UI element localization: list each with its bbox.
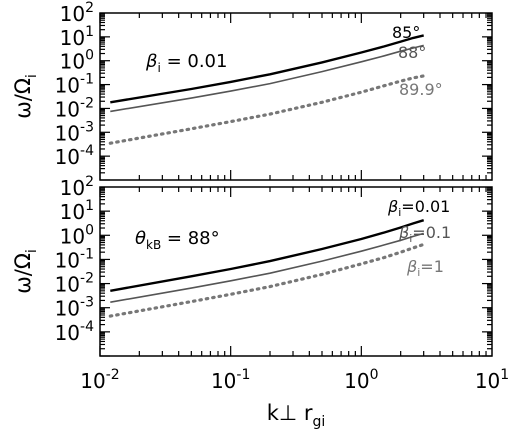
y-tick-label: 10-4: [55, 319, 95, 345]
y-tick-label: 10-3: [55, 119, 94, 145]
panel-annotation: θkB = 88°: [135, 228, 220, 252]
y-tick-label: 102: [60, 174, 94, 200]
series-line-3: [108, 74, 426, 145]
y-tick-label: 100: [60, 48, 94, 74]
series-label-2: βi=0.1: [398, 223, 451, 245]
series-line-2: [110, 44, 424, 113]
series-label-2: 88°: [398, 43, 426, 62]
y-tick-label: 10-3: [55, 295, 94, 321]
series-label-3: 89.9°: [399, 80, 443, 99]
y-tick-label: 10-4: [55, 143, 95, 169]
y-tick-label: 100: [60, 222, 94, 248]
x-axis-label: k⊥ rgi: [267, 401, 326, 430]
y-tick-label: 10-1: [55, 246, 94, 272]
series-line-1: [110, 34, 424, 104]
y-axis-label: ω/Ωi: [11, 249, 40, 294]
y-tick-label: 101: [60, 24, 94, 50]
x-tick-label: 10-1: [211, 367, 250, 393]
x-tick-label: 100: [344, 367, 378, 393]
series-line-3: [108, 242, 426, 318]
y-tick-label: 10-2: [55, 271, 94, 297]
series-label-1: βi=0.01: [387, 197, 450, 219]
y-tick-label: 10-1: [55, 72, 94, 98]
y-axis-label: ω/Ωi: [11, 74, 40, 119]
x-tick-label: 101: [475, 367, 509, 393]
y-tick-label: 10-2: [55, 95, 94, 121]
x-tick-label: 10-2: [80, 367, 119, 393]
series-label-1: 85°: [392, 23, 420, 42]
series-line-2: [110, 232, 424, 303]
y-tick-label: 102: [60, 0, 94, 26]
panel-annotation: βi = 0.01: [145, 51, 227, 75]
y-tick-label: 101: [60, 198, 94, 224]
series-line-1: [110, 219, 425, 292]
series-label-3: βi=1: [406, 257, 444, 279]
